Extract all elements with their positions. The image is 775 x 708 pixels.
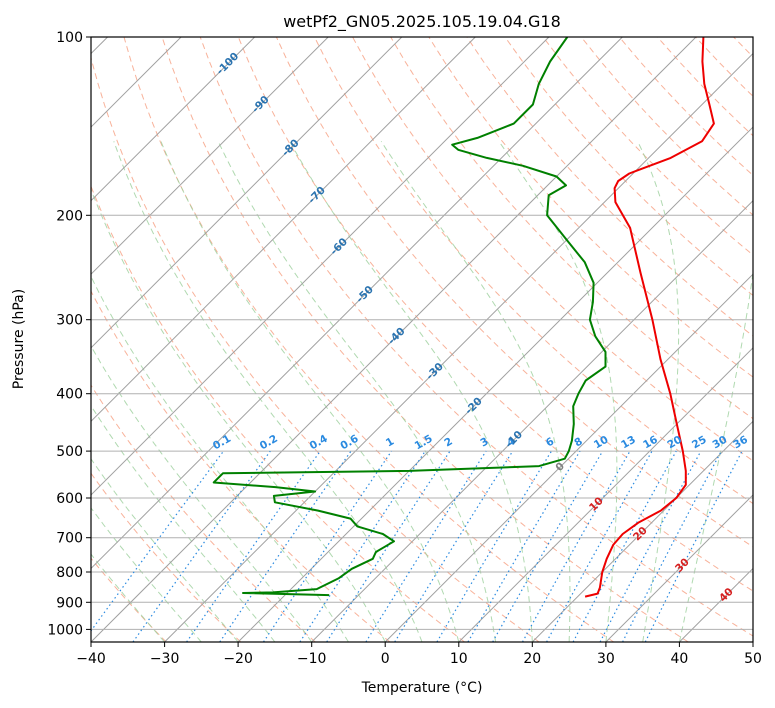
mixing-ratio-line — [326, 450, 451, 642]
dry-adiabat — [123, 37, 614, 642]
isotherm-line — [91, 37, 256, 202]
dry-adiabat — [352, 37, 753, 462]
isotherm-line — [237, 126, 753, 642]
mixing-ratio-line — [132, 450, 271, 642]
isotherm-line — [91, 37, 550, 496]
isotherm-line — [458, 347, 753, 642]
background-lines — [91, 37, 753, 642]
isotherm-line — [91, 37, 329, 275]
x-tick-label: 30 — [597, 651, 615, 667]
isotherm-line — [531, 420, 753, 642]
mixing-ratio-line — [467, 450, 581, 642]
isotherm-line — [752, 641, 753, 642]
temperature-line — [584, 37, 715, 598]
mixing-ratio-line — [572, 450, 677, 642]
x-tick-label: 0 — [381, 651, 390, 667]
isotherm-line — [311, 199, 753, 642]
mixing-ratio-line — [299, 450, 426, 642]
mixing-ratio-line — [599, 450, 702, 642]
dry-adiabat — [91, 185, 465, 642]
chart-title: wetPf2_GN05.2025.105.19.04.G18 — [283, 12, 561, 32]
x-tick-label: 50 — [744, 651, 762, 667]
x-tick-label: 40 — [670, 651, 688, 667]
dry-adiabat — [275, 37, 753, 548]
dry-adiabat — [91, 384, 316, 642]
dry-adiabat — [91, 290, 391, 642]
y-tick-label: 100 — [56, 30, 83, 46]
isotherm-line — [384, 273, 753, 642]
dry-adiabat — [504, 37, 753, 296]
isotherm-line — [164, 52, 753, 642]
axes: −40 −30 −20 −10 0 10 20 30 40 50 100 200 300 400 500 60… — [47, 30, 762, 667]
mixing-ratio-line — [219, 450, 352, 642]
y-tick-label: 700 — [56, 531, 83, 547]
mixing-ratio-line — [436, 450, 553, 642]
y-axis-title: Pressure (hPa) — [11, 289, 27, 389]
isotherm-line — [605, 494, 753, 642]
x-tick-label: −30 — [150, 651, 180, 667]
isotherm-line — [91, 37, 697, 642]
dry-adiabat — [161, 37, 689, 642]
x-axis-title: Temperature (°C) — [361, 680, 483, 696]
profile-lines — [212, 37, 715, 598]
y-tick-label: 200 — [56, 208, 83, 224]
y-tick-label: 600 — [56, 491, 83, 507]
plot-frame — [90, 36, 754, 643]
dewpoint-line — [212, 37, 607, 597]
x-tick-label: −10 — [297, 651, 327, 667]
mixing-ratio-line — [186, 450, 321, 642]
y-tick-label: 800 — [56, 565, 83, 581]
y-tick-label: 500 — [56, 444, 83, 460]
dry-adiabat — [314, 37, 753, 505]
x-tick-label: 10 — [450, 651, 468, 667]
isotherm-line — [91, 37, 623, 570]
mixing-ratio-line — [262, 450, 392, 642]
plot-background — [91, 37, 753, 642]
dry-adiabat — [466, 37, 753, 337]
dry-adiabat — [91, 55, 540, 642]
dry-adiabat — [91, 472, 242, 642]
y-tick-label: 900 — [56, 595, 83, 611]
dry-adiabat — [390, 37, 753, 420]
y-tick-label: 400 — [56, 387, 83, 403]
mixing-ratio-line — [394, 450, 514, 642]
y-tick-label: 1000 — [47, 622, 83, 638]
x-tick-label: 20 — [523, 651, 541, 667]
dry-adiabat — [428, 37, 753, 378]
x-tick-label: −20 — [223, 651, 253, 667]
y-tick-label: 300 — [56, 313, 83, 329]
isotherm-line — [91, 37, 476, 423]
x-tick-label: −40 — [76, 651, 106, 667]
mixing-ratio-line — [365, 450, 487, 642]
dry-adiabat — [237, 37, 753, 592]
isotherm-line — [91, 37, 403, 349]
